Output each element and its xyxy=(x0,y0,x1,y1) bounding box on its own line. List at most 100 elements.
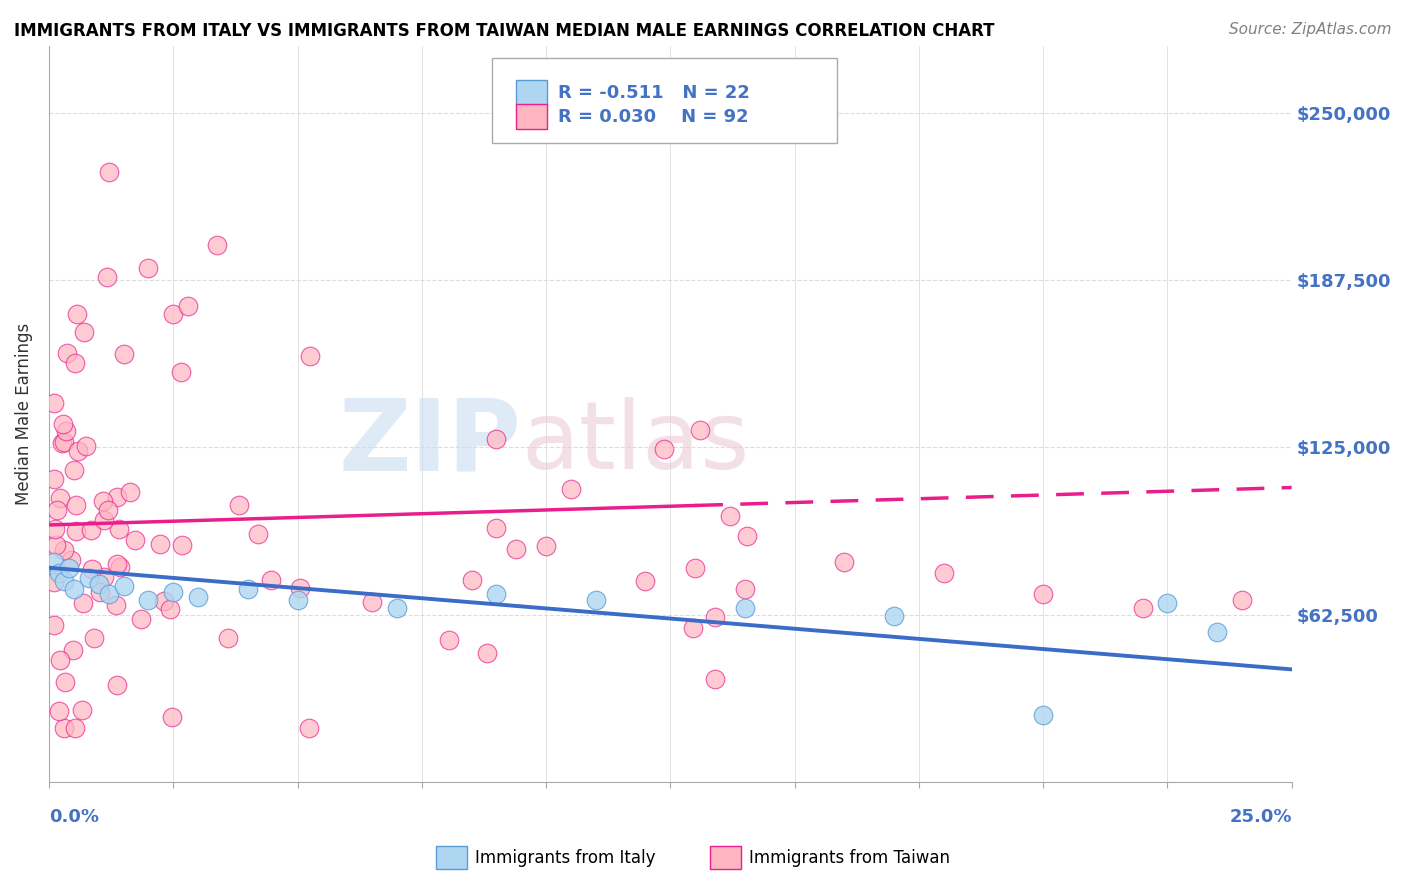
Point xyxy=(169,365,191,379)
Point xyxy=(55,345,77,359)
Point xyxy=(48,566,70,580)
Point xyxy=(298,721,321,735)
Point xyxy=(172,538,194,552)
Point xyxy=(105,678,128,692)
Text: R = -0.511   N = 22: R = -0.511 N = 22 xyxy=(558,84,749,102)
Point xyxy=(42,575,65,590)
Point xyxy=(63,582,86,596)
Point xyxy=(107,491,129,505)
Point xyxy=(45,538,67,552)
Point xyxy=(42,396,65,410)
Point xyxy=(42,472,65,486)
Text: IMMIGRANTS FROM ITALY VS IMMIGRANTS FROM TAIWAN MEDIAN MALE EARNINGS CORRELATION: IMMIGRANTS FROM ITALY VS IMMIGRANTS FROM… xyxy=(14,22,994,40)
Point xyxy=(704,672,727,686)
Point xyxy=(475,646,498,660)
Point xyxy=(96,270,118,285)
Point xyxy=(93,513,115,527)
Point xyxy=(704,610,727,624)
Point xyxy=(485,587,508,601)
Point xyxy=(91,494,114,508)
Point xyxy=(177,299,200,313)
Point xyxy=(112,579,135,593)
Point xyxy=(67,443,90,458)
Point xyxy=(66,307,89,321)
Point xyxy=(112,347,135,361)
Point xyxy=(65,499,87,513)
Point xyxy=(290,581,312,595)
Point xyxy=(52,417,75,432)
Point xyxy=(97,587,120,601)
Point xyxy=(361,594,384,608)
Point xyxy=(734,600,756,615)
Point xyxy=(105,557,128,571)
Point xyxy=(97,165,120,179)
Text: 0.0%: 0.0% xyxy=(49,808,98,826)
Point xyxy=(205,237,228,252)
Text: Immigrants from Taiwan: Immigrants from Taiwan xyxy=(749,849,950,867)
Point xyxy=(1132,600,1154,615)
Point xyxy=(53,435,76,450)
Point xyxy=(70,703,93,717)
Point xyxy=(236,582,259,596)
Point xyxy=(118,485,141,500)
Y-axis label: Median Male Earnings: Median Male Earnings xyxy=(15,323,32,505)
Point xyxy=(63,356,86,370)
Point xyxy=(149,537,172,551)
Point xyxy=(534,539,557,553)
Text: R = 0.030    N = 92: R = 0.030 N = 92 xyxy=(558,108,749,126)
Point xyxy=(73,326,96,340)
Point xyxy=(87,576,110,591)
Point xyxy=(42,555,65,569)
Point xyxy=(385,600,408,615)
Point xyxy=(124,533,146,548)
Point xyxy=(560,482,582,496)
Point xyxy=(80,523,103,537)
Point xyxy=(461,573,484,587)
Point xyxy=(1156,595,1178,609)
Point xyxy=(1206,624,1229,639)
Point xyxy=(60,553,83,567)
Point xyxy=(49,491,72,505)
Point xyxy=(1032,587,1054,601)
Point xyxy=(104,598,127,612)
Point xyxy=(485,433,508,447)
Point xyxy=(138,261,160,276)
Point xyxy=(55,424,77,438)
Point xyxy=(45,502,67,516)
Point xyxy=(51,436,73,450)
Point xyxy=(299,349,322,363)
Point xyxy=(49,653,72,667)
Point xyxy=(52,574,75,588)
Point xyxy=(52,721,75,735)
Point xyxy=(48,704,70,718)
Point xyxy=(89,584,111,599)
Point xyxy=(97,503,120,517)
Point xyxy=(932,566,955,580)
Point xyxy=(162,307,184,321)
Point xyxy=(62,643,84,657)
Point xyxy=(505,541,527,556)
Point xyxy=(689,423,711,437)
Point xyxy=(138,592,160,607)
Point xyxy=(53,543,76,558)
Point xyxy=(735,529,758,543)
Point xyxy=(883,608,905,623)
Point xyxy=(83,632,105,646)
Point xyxy=(58,560,80,574)
Point xyxy=(718,509,741,524)
Point xyxy=(247,526,270,541)
Point xyxy=(652,442,675,457)
Point xyxy=(437,632,460,647)
Point xyxy=(187,590,209,604)
Point xyxy=(65,524,87,538)
Point xyxy=(734,582,756,596)
Point xyxy=(160,710,183,724)
Point xyxy=(72,596,94,610)
Point xyxy=(42,618,65,632)
Point xyxy=(634,574,657,588)
Point xyxy=(63,721,86,735)
Text: Source: ZipAtlas.com: Source: ZipAtlas.com xyxy=(1229,22,1392,37)
Point xyxy=(77,571,100,585)
Point xyxy=(1230,592,1253,607)
Point xyxy=(682,621,704,635)
